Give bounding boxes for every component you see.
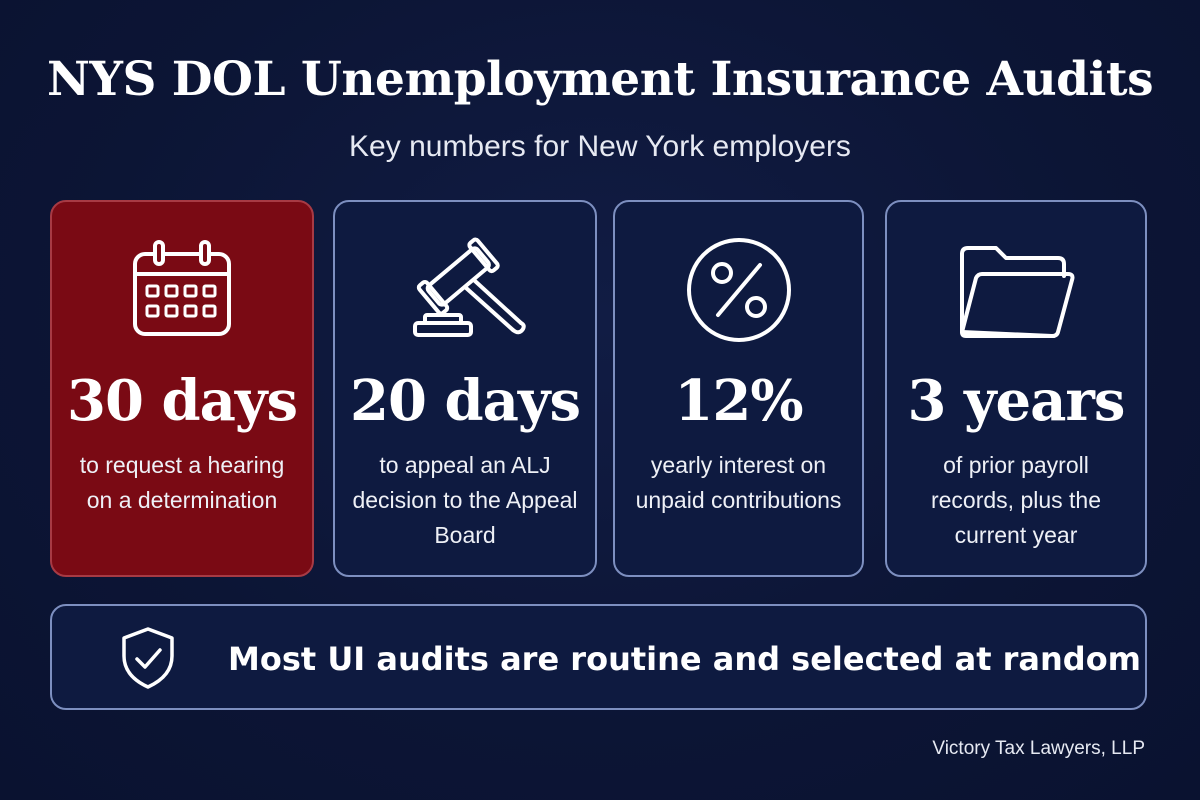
stat-number: 30 days [67, 368, 298, 434]
banner-text: Most UI audits are routine and selected … [228, 640, 1142, 678]
page-subtitle: Key numbers for New York employers [349, 130, 851, 163]
stat-card-hearing: 30 days to request a hearing on a determ… [50, 200, 314, 577]
stat-card-appeal: 20 days to appeal an ALJ decision to the… [333, 200, 597, 577]
stat-card-interest: 12% yearly interest on unpaid contributi… [613, 200, 864, 577]
stat-description: yearly interest on unpaid contributions [635, 452, 842, 513]
gavel-icon [335, 230, 595, 350]
stat-number: 12% [674, 368, 803, 434]
info-banner: Most UI audits are routine and selected … [50, 604, 1147, 710]
calendar-icon [52, 230, 312, 350]
page-title: NYS DOL Unemployment Insurance Audits [46, 52, 1154, 107]
folder-icon [887, 230, 1145, 350]
shield-check-icon [120, 626, 176, 690]
percent-icon [615, 230, 862, 350]
stat-description: of prior payroll records, plus the curre… [930, 452, 1102, 548]
stat-card-records: 3 years of prior payroll records, plus t… [885, 200, 1147, 577]
stat-number: 20 days [350, 368, 581, 434]
footer-credit: Victory Tax Lawyers, LLP [932, 738, 1145, 759]
stat-description: to appeal an ALJ decision to the Appeal … [352, 452, 578, 548]
stat-number: 3 years [907, 368, 1126, 434]
stat-description: to request a hearing on a determination [79, 452, 285, 513]
